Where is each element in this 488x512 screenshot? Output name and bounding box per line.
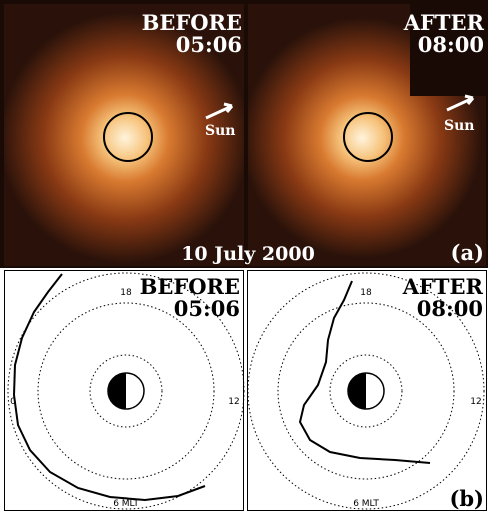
time: 08:00 xyxy=(417,296,483,321)
mlt-label: 0 xyxy=(10,397,16,407)
mlt-label: 6 MLT xyxy=(113,499,139,509)
mlt-label: 6 MLT xyxy=(353,499,379,509)
figure: BEFORE 05:06 AFTER 08:00 Sun Sun 10 July… xyxy=(0,0,488,512)
time: 05:06 xyxy=(174,296,240,321)
time: 08:00 xyxy=(418,32,484,57)
mlt-label: 18 xyxy=(360,288,372,298)
panel-tag: (a) xyxy=(451,240,484,265)
date: 10 July 2000 xyxy=(181,243,315,265)
sun-label: Sun xyxy=(205,123,235,139)
sun-label: Sun xyxy=(444,118,474,134)
panel-tag: (b) xyxy=(449,486,484,511)
time: 05:06 xyxy=(176,32,242,57)
mlt-label: 12 xyxy=(228,397,239,407)
mlt-label: 18 xyxy=(120,288,132,298)
mlt-label: 12 xyxy=(470,397,481,407)
